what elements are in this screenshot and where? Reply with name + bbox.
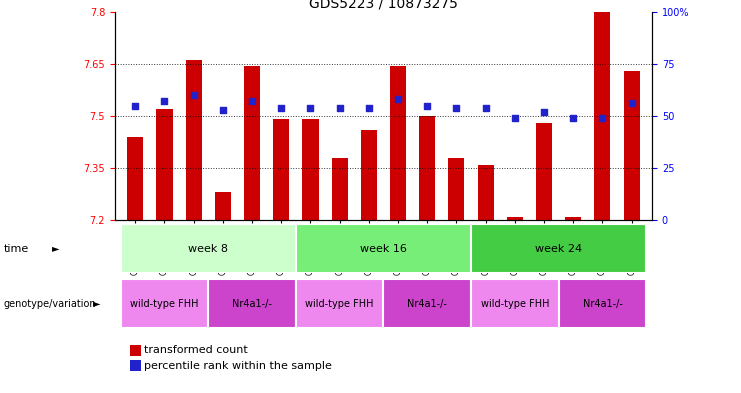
Bar: [215, 192, 231, 220]
Bar: [471, 279, 559, 328]
Bar: [273, 119, 289, 220]
Point: [451, 105, 462, 111]
Point: [333, 105, 345, 111]
Bar: [536, 123, 552, 220]
Text: wild-type FHH: wild-type FHH: [130, 299, 199, 309]
Text: ►: ►: [93, 299, 100, 309]
Point: [597, 115, 608, 121]
Bar: [594, 12, 611, 220]
Text: Nr4a1-/-: Nr4a1-/-: [582, 299, 622, 309]
Point: [625, 100, 637, 107]
Text: Nr4a1-/-: Nr4a1-/-: [408, 299, 448, 309]
Bar: [208, 279, 296, 328]
Bar: [390, 66, 406, 220]
Bar: [559, 279, 646, 328]
Point: [392, 96, 404, 103]
Bar: [624, 71, 639, 220]
Point: [363, 105, 375, 111]
Text: percentile rank within the sample: percentile rank within the sample: [144, 361, 333, 371]
Text: time: time: [4, 244, 29, 253]
Bar: [127, 137, 143, 220]
Point: [422, 102, 433, 108]
Bar: [186, 61, 202, 220]
Text: wild-type FHH: wild-type FHH: [481, 299, 549, 309]
Point: [217, 107, 229, 113]
Point: [305, 105, 316, 111]
Bar: [156, 109, 173, 220]
Text: transformed count: transformed count: [144, 345, 248, 355]
Title: GDS5223 / 10873275: GDS5223 / 10873275: [309, 0, 458, 11]
Text: wild-type FHH: wild-type FHH: [305, 299, 374, 309]
Point: [509, 115, 521, 121]
Bar: [384, 279, 471, 328]
Text: Nr4a1-/-: Nr4a1-/-: [232, 299, 272, 309]
Bar: [507, 217, 523, 220]
Bar: [565, 217, 581, 220]
Bar: [332, 158, 348, 220]
Bar: [296, 279, 384, 328]
Point: [159, 98, 170, 105]
Text: week 8: week 8: [188, 244, 228, 253]
Bar: [121, 279, 208, 328]
Bar: [448, 158, 465, 220]
Point: [479, 105, 491, 111]
Bar: [296, 224, 471, 273]
Bar: [244, 66, 260, 220]
Bar: [478, 165, 494, 220]
Point: [276, 105, 288, 111]
Bar: [471, 224, 646, 273]
Bar: [419, 116, 435, 220]
Point: [130, 102, 142, 108]
Point: [568, 115, 579, 121]
Text: ►: ►: [52, 244, 59, 253]
Text: week 16: week 16: [360, 244, 407, 253]
Point: [538, 108, 550, 115]
Bar: [121, 224, 296, 273]
Text: genotype/variation: genotype/variation: [4, 299, 96, 309]
Text: week 24: week 24: [535, 244, 582, 253]
Bar: [302, 119, 319, 220]
Bar: [361, 130, 377, 220]
Point: [246, 98, 258, 105]
Point: [187, 92, 199, 98]
